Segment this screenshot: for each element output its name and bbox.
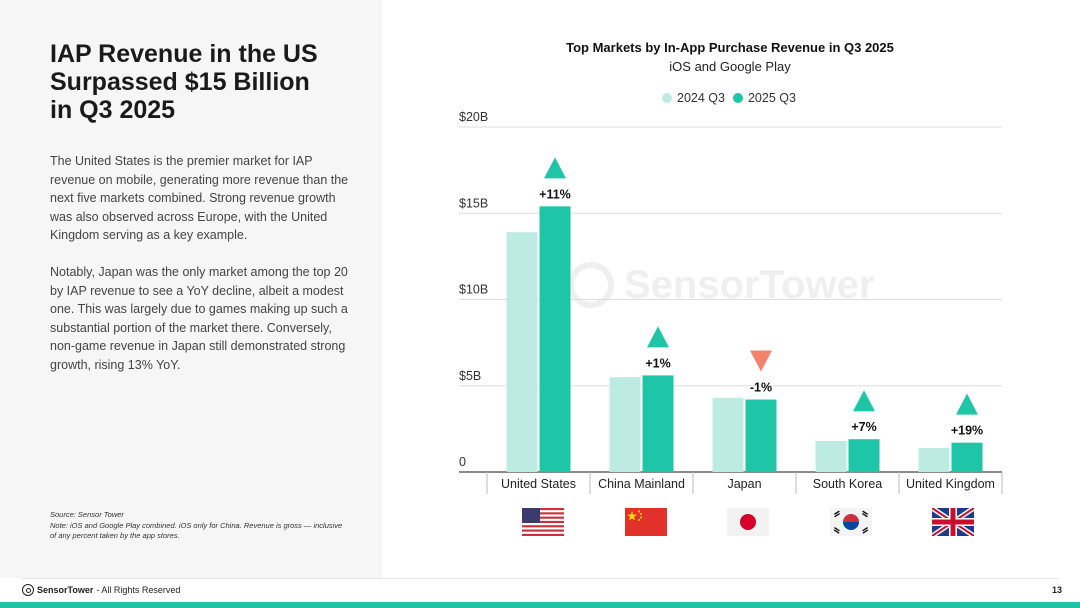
legend-dot-2024-icon: [662, 93, 672, 103]
up-triangle-icon: [853, 390, 875, 412]
change-label: +1%: [645, 356, 670, 370]
chart-legend: 2024 Q3 2025 Q3: [662, 91, 796, 105]
watermark-logo-icon: [568, 262, 614, 308]
headline-line: IAP Revenue in the US: [50, 40, 318, 68]
y-tick-label: $5B: [459, 369, 481, 383]
legend-item-2025: 2025 Q3: [732, 91, 796, 105]
accent-bar: [0, 602, 1080, 608]
footer-logo: SensorTower - All Rights Reserved: [22, 584, 180, 596]
china-flag-icon: [625, 508, 667, 536]
source-text: Source: Sensor Tower: [50, 510, 124, 519]
y-tick-label: 0: [459, 455, 466, 469]
x-tick-label: China Mainland: [598, 477, 685, 491]
note-text: Note: iOS and Google Play combined. iOS …: [50, 520, 343, 541]
bar-2025: [642, 375, 674, 472]
x-tick-label: United Kingdom: [906, 477, 995, 491]
footer-divider: [22, 578, 1058, 579]
bar-2024: [506, 232, 538, 472]
x-tick-label: South Korea: [813, 477, 883, 491]
footer-brand: SensorTower: [37, 585, 94, 595]
y-tick-label: $10B: [459, 283, 488, 297]
body-paragraph-2: Notably, Japan was the only market among…: [50, 265, 348, 372]
left-panel: [0, 0, 382, 578]
south-korea-flag-icon: [830, 508, 872, 536]
bar-2025: [951, 442, 983, 472]
footer-rights: - All Rights Reserved: [96, 585, 181, 595]
headline-line: in Q3 2025: [50, 96, 176, 124]
y-tick-label: $15B: [459, 196, 488, 210]
source-note: Source: Sensor Tower Note: iOS and Googl…: [50, 510, 350, 542]
page-number: 13: [1051, 585, 1062, 595]
chart-title: Top Markets by In-App Purchase Revenue i…: [566, 40, 894, 55]
headline-line: Surpassed $15 Billion: [50, 68, 310, 96]
x-tick-label: Japan: [727, 477, 761, 491]
uk-flag-icon: [932, 508, 974, 536]
sensor-tower-logo-icon: [22, 584, 34, 596]
bar-2025: [745, 399, 777, 472]
bar-2025: [539, 206, 571, 472]
bar-2024: [712, 397, 744, 472]
up-triangle-icon: [647, 326, 669, 348]
change-label: +7%: [851, 420, 876, 434]
y-tick-label: $20B: [459, 110, 488, 124]
change-label: +11%: [539, 187, 571, 201]
bar-2025: [848, 439, 880, 472]
x-tick-label: United States: [501, 477, 576, 491]
legend-dot-2025-icon: [732, 93, 743, 103]
japan-flag-icon: [727, 508, 769, 536]
bar-2024: [815, 440, 847, 472]
up-triangle-icon: [544, 157, 566, 179]
legend-item-2024: 2024 Q3: [662, 91, 725, 105]
body-paragraph-1: The United States is the premier market …: [50, 154, 349, 243]
legend-label-2024: 2024 Q3: [677, 91, 725, 105]
us-flag-icon: [522, 508, 564, 536]
bar-2024: [609, 377, 641, 472]
down-triangle-icon: [750, 350, 772, 372]
change-label: -1%: [750, 381, 772, 395]
legend-label-2025: 2025 Q3: [747, 91, 796, 105]
up-triangle-icon: [956, 393, 978, 415]
chart-subtitle: iOS and Google Play: [669, 59, 791, 74]
page-headline: IAP Revenue in the US Surpassed $15 Bill…: [50, 40, 350, 124]
bar-2024: [918, 447, 950, 472]
change-label: +19%: [951, 424, 983, 438]
